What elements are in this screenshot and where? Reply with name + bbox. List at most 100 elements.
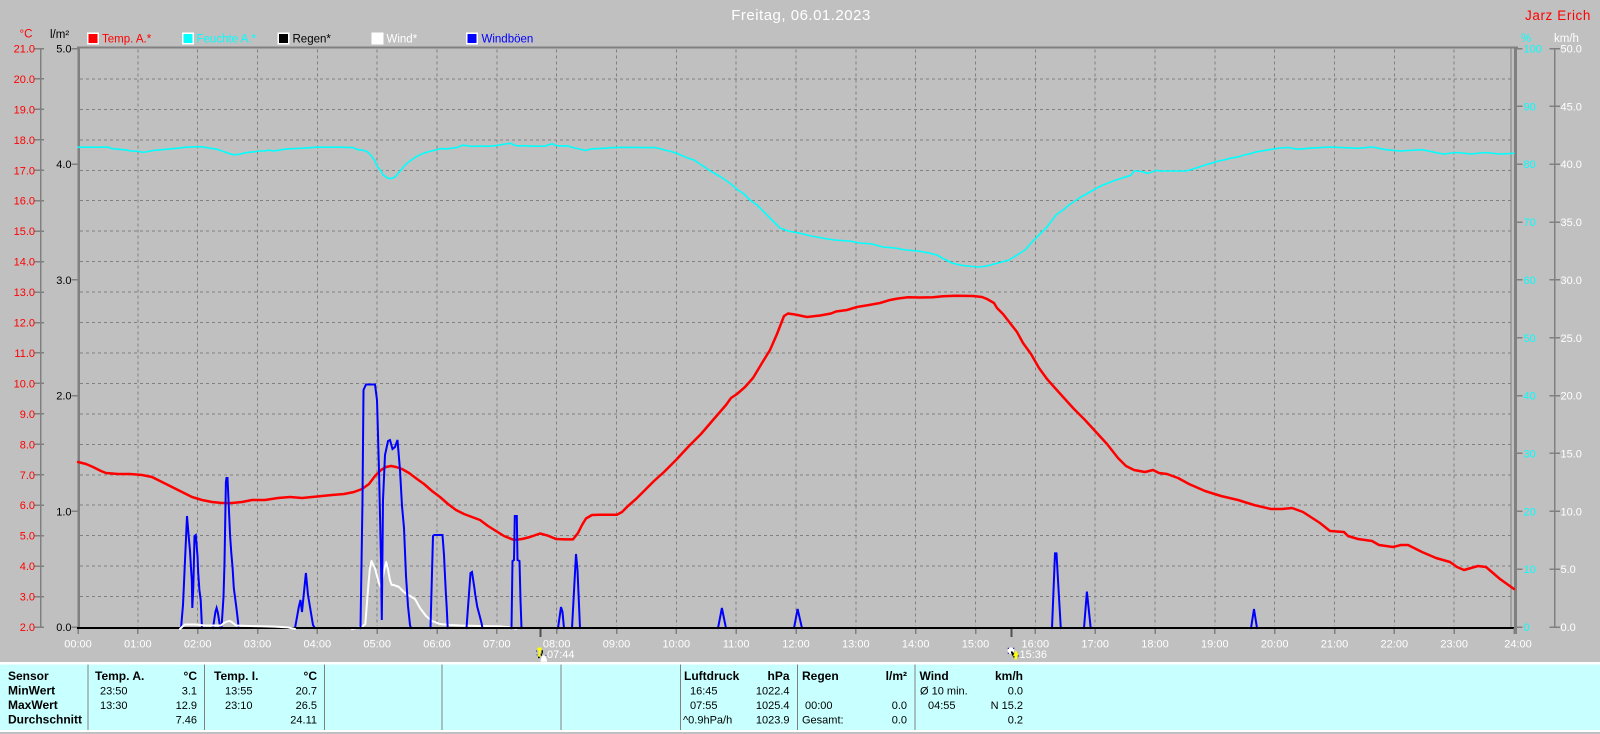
svg-text:°C: °C	[304, 669, 318, 683]
svg-text:5.0: 5.0	[1561, 564, 1576, 576]
svg-text:00:00: 00:00	[64, 639, 92, 651]
svg-text:04:55: 04:55	[928, 700, 956, 712]
svg-text:2.0: 2.0	[56, 391, 71, 403]
svg-text:9.0: 9.0	[20, 409, 35, 421]
svg-text:23:50: 23:50	[100, 686, 128, 698]
svg-text:24.11: 24.11	[290, 715, 317, 727]
svg-text:14:00: 14:00	[902, 639, 930, 651]
svg-text:12:00: 12:00	[782, 639, 810, 651]
svg-text:l/m²: l/m²	[886, 669, 907, 683]
svg-text:18.0: 18.0	[14, 135, 35, 147]
svg-text:15:00: 15:00	[962, 639, 990, 651]
svg-text:12.9: 12.9	[176, 700, 197, 712]
svg-text:Ø 10 min.: Ø 10 min.	[920, 686, 968, 698]
svg-text:15:36: 15:36	[1020, 649, 1048, 661]
svg-text:2.0: 2.0	[20, 622, 35, 634]
svg-text:100: 100	[1524, 44, 1542, 56]
svg-text:Temp. A.: Temp. A.	[95, 669, 144, 683]
svg-text:7.46: 7.46	[176, 715, 197, 727]
svg-text:30: 30	[1524, 448, 1536, 460]
svg-text:70: 70	[1524, 217, 1536, 229]
svg-text:%: %	[1521, 33, 1531, 45]
svg-text:16:00: 16:00	[1022, 639, 1050, 651]
svg-text:Wind*: Wind*	[387, 34, 418, 46]
svg-text:MaxWert: MaxWert	[8, 698, 58, 712]
svg-text:60: 60	[1524, 275, 1536, 287]
svg-text:0.0: 0.0	[1008, 686, 1023, 698]
svg-text:20.0: 20.0	[14, 74, 35, 86]
svg-text:16.0: 16.0	[14, 196, 35, 208]
svg-text:3.0: 3.0	[20, 592, 35, 604]
svg-text:1022.4: 1022.4	[756, 686, 790, 698]
svg-text:4.0: 4.0	[56, 159, 71, 171]
svg-text:04:00: 04:00	[304, 639, 332, 651]
svg-text:°C: °C	[20, 29, 33, 41]
svg-text:0: 0	[1524, 622, 1530, 634]
svg-text:N 15.2: N 15.2	[991, 700, 1023, 712]
svg-text:35.0: 35.0	[1561, 217, 1582, 229]
svg-text:07:44: 07:44	[547, 649, 575, 661]
svg-text:0.0: 0.0	[1561, 622, 1576, 634]
svg-text:20.7: 20.7	[296, 686, 317, 698]
svg-text:Feuchte A.*: Feuchte A.*	[197, 34, 257, 46]
svg-text:Jarz Erich: Jarz Erich	[1525, 8, 1591, 23]
svg-text:10: 10	[1524, 564, 1536, 576]
svg-text:hPa: hPa	[767, 669, 789, 683]
svg-text:Wind: Wind	[920, 669, 949, 683]
svg-text:23:00: 23:00	[1440, 639, 1468, 651]
svg-text:3.1: 3.1	[182, 686, 197, 698]
svg-text:01:00: 01:00	[124, 639, 152, 651]
svg-text:°C: °C	[184, 669, 198, 683]
svg-text:50: 50	[1524, 333, 1536, 345]
svg-text:90: 90	[1524, 101, 1536, 113]
svg-text:13.0: 13.0	[14, 287, 35, 299]
svg-text:23:10: 23:10	[225, 700, 253, 712]
svg-text:03:00: 03:00	[244, 639, 272, 651]
svg-text:0.0: 0.0	[892, 700, 907, 712]
svg-text:Temp. I.: Temp. I.	[214, 669, 258, 683]
svg-text:26.5: 26.5	[296, 700, 317, 712]
svg-text:20: 20	[1524, 506, 1536, 518]
svg-text:09:00: 09:00	[603, 639, 631, 651]
svg-text:0.0: 0.0	[56, 622, 71, 634]
svg-text:50.0: 50.0	[1561, 44, 1582, 56]
svg-text:1.0: 1.0	[56, 506, 71, 518]
svg-text:7.0: 7.0	[20, 470, 35, 482]
svg-text:11:00: 11:00	[723, 639, 750, 651]
svg-text:80: 80	[1524, 159, 1536, 171]
svg-text:08:00: 08:00	[543, 639, 571, 651]
svg-text:18:00: 18:00	[1141, 639, 1169, 651]
svg-text:15.0: 15.0	[1561, 448, 1582, 460]
svg-text:Regen: Regen	[802, 669, 839, 683]
svg-text:10:00: 10:00	[663, 639, 691, 651]
svg-text:14.0: 14.0	[14, 257, 35, 269]
svg-text:40: 40	[1524, 391, 1536, 403]
svg-text:16:45: 16:45	[690, 686, 718, 698]
svg-text:^0.9hPa/h: ^0.9hPa/h	[683, 715, 732, 727]
svg-text:02:00: 02:00	[184, 639, 212, 651]
svg-text:22:00: 22:00	[1381, 639, 1409, 651]
svg-text:21:00: 21:00	[1321, 639, 1349, 651]
svg-text:17.0: 17.0	[14, 165, 35, 177]
svg-text:11.0: 11.0	[14, 348, 35, 360]
svg-text:13:30: 13:30	[100, 700, 128, 712]
svg-text:40.0: 40.0	[1561, 159, 1582, 171]
svg-text:Freitag, 06.01.2023: Freitag, 06.01.2023	[731, 7, 871, 24]
svg-text:0.0: 0.0	[892, 715, 907, 727]
svg-text:00:00: 00:00	[805, 700, 833, 712]
svg-text:45.0: 45.0	[1561, 101, 1582, 113]
svg-text:MinWert: MinWert	[8, 684, 55, 698]
svg-text:12.0: 12.0	[14, 318, 35, 330]
svg-text:5.0: 5.0	[20, 531, 35, 543]
svg-text:1023.9: 1023.9	[756, 715, 790, 727]
svg-text:25.0: 25.0	[1561, 333, 1582, 345]
svg-text:8.0: 8.0	[20, 439, 35, 451]
svg-text:l/m²: l/m²	[50, 29, 69, 41]
svg-text:Gesamt:: Gesamt:	[802, 715, 844, 727]
svg-text:Luftdruck: Luftdruck	[684, 669, 740, 683]
svg-text:6.0: 6.0	[20, 500, 35, 512]
svg-text:21.0: 21.0	[14, 44, 35, 56]
svg-text:30.0: 30.0	[1561, 275, 1582, 287]
svg-text:km/h: km/h	[1554, 33, 1579, 45]
svg-text:5.0: 5.0	[56, 44, 71, 56]
